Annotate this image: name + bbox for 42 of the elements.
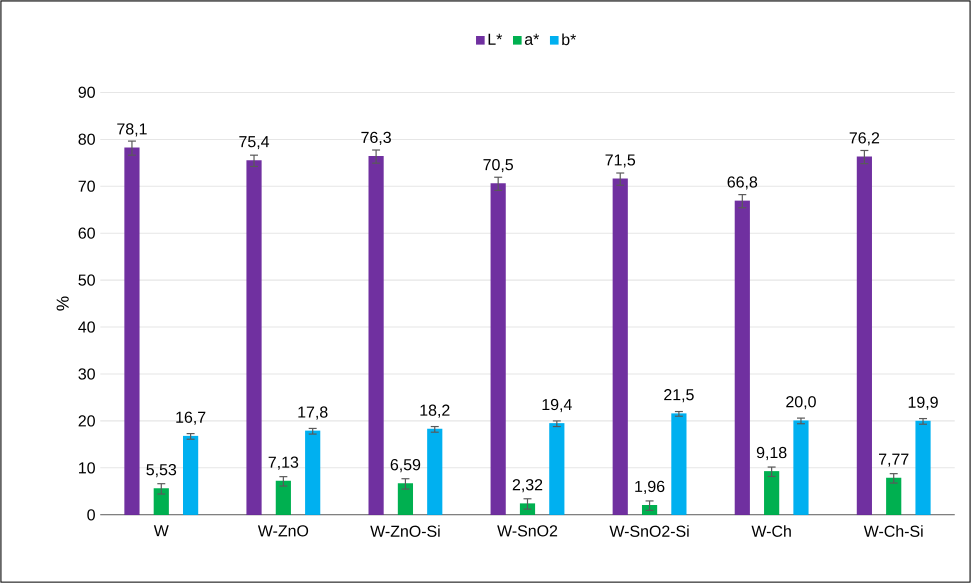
data-label: 71,5 [606, 154, 636, 168]
data-label: 18,2 [420, 404, 450, 418]
x-tick-label: W-SnO2 [497, 525, 558, 536]
legend-label: L* [488, 34, 502, 45]
data-label: 6,59 [390, 459, 420, 472]
y-tick-label: 30 [78, 368, 95, 380]
data-label: 17,8 [298, 406, 328, 420]
data-label: 7,77 [879, 454, 908, 467]
data-label: 70,5 [483, 158, 513, 172]
y-tick-label: 20 [78, 415, 95, 427]
x-tick-label: W-SnO2-Si [609, 525, 689, 537]
y-tick-label: 0 [87, 509, 95, 520]
y-tick-label: 90 [78, 86, 95, 98]
data-label: 1,96 [635, 480, 664, 494]
data-label: 75,4 [239, 136, 270, 150]
y-tick-label: 60 [78, 227, 95, 239]
data-label: 19,4 [542, 398, 572, 412]
x-tick-label: W [154, 525, 169, 536]
data-label: 66,8 [728, 176, 758, 190]
data-label: 7,13 [268, 456, 298, 470]
y-tick-label: 80 [78, 134, 95, 145]
legend-label: b* [562, 33, 576, 46]
data-label: 9,18 [756, 446, 786, 460]
data-label: 76,3 [361, 132, 391, 145]
data-label: 20,0 [786, 396, 816, 410]
x-tick-label: W-Ch-Si [864, 525, 923, 537]
legend-label: a* [524, 34, 540, 45]
x-tick-label: W-ZnO-Si [370, 525, 440, 537]
y-axis-title: % [56, 296, 69, 311]
data-label: 16,7 [176, 412, 206, 425]
x-tick-label: W-Ch [751, 525, 791, 537]
y-tick-label: 70 [78, 180, 95, 192]
y-tick-label: 40 [78, 321, 95, 333]
data-label: 21,5 [664, 389, 694, 402]
data-label: 78,1 [117, 123, 147, 136]
data-label: 76,2 [850, 132, 880, 146]
data-label: 5,53 [146, 464, 176, 478]
data-label: 2,32 [512, 479, 542, 492]
x-tick-label: W-ZnO [258, 525, 308, 536]
data-label: 19,9 [908, 396, 938, 410]
y-tick-label: 50 [78, 274, 95, 286]
y-tick-label: 10 [79, 462, 95, 474]
